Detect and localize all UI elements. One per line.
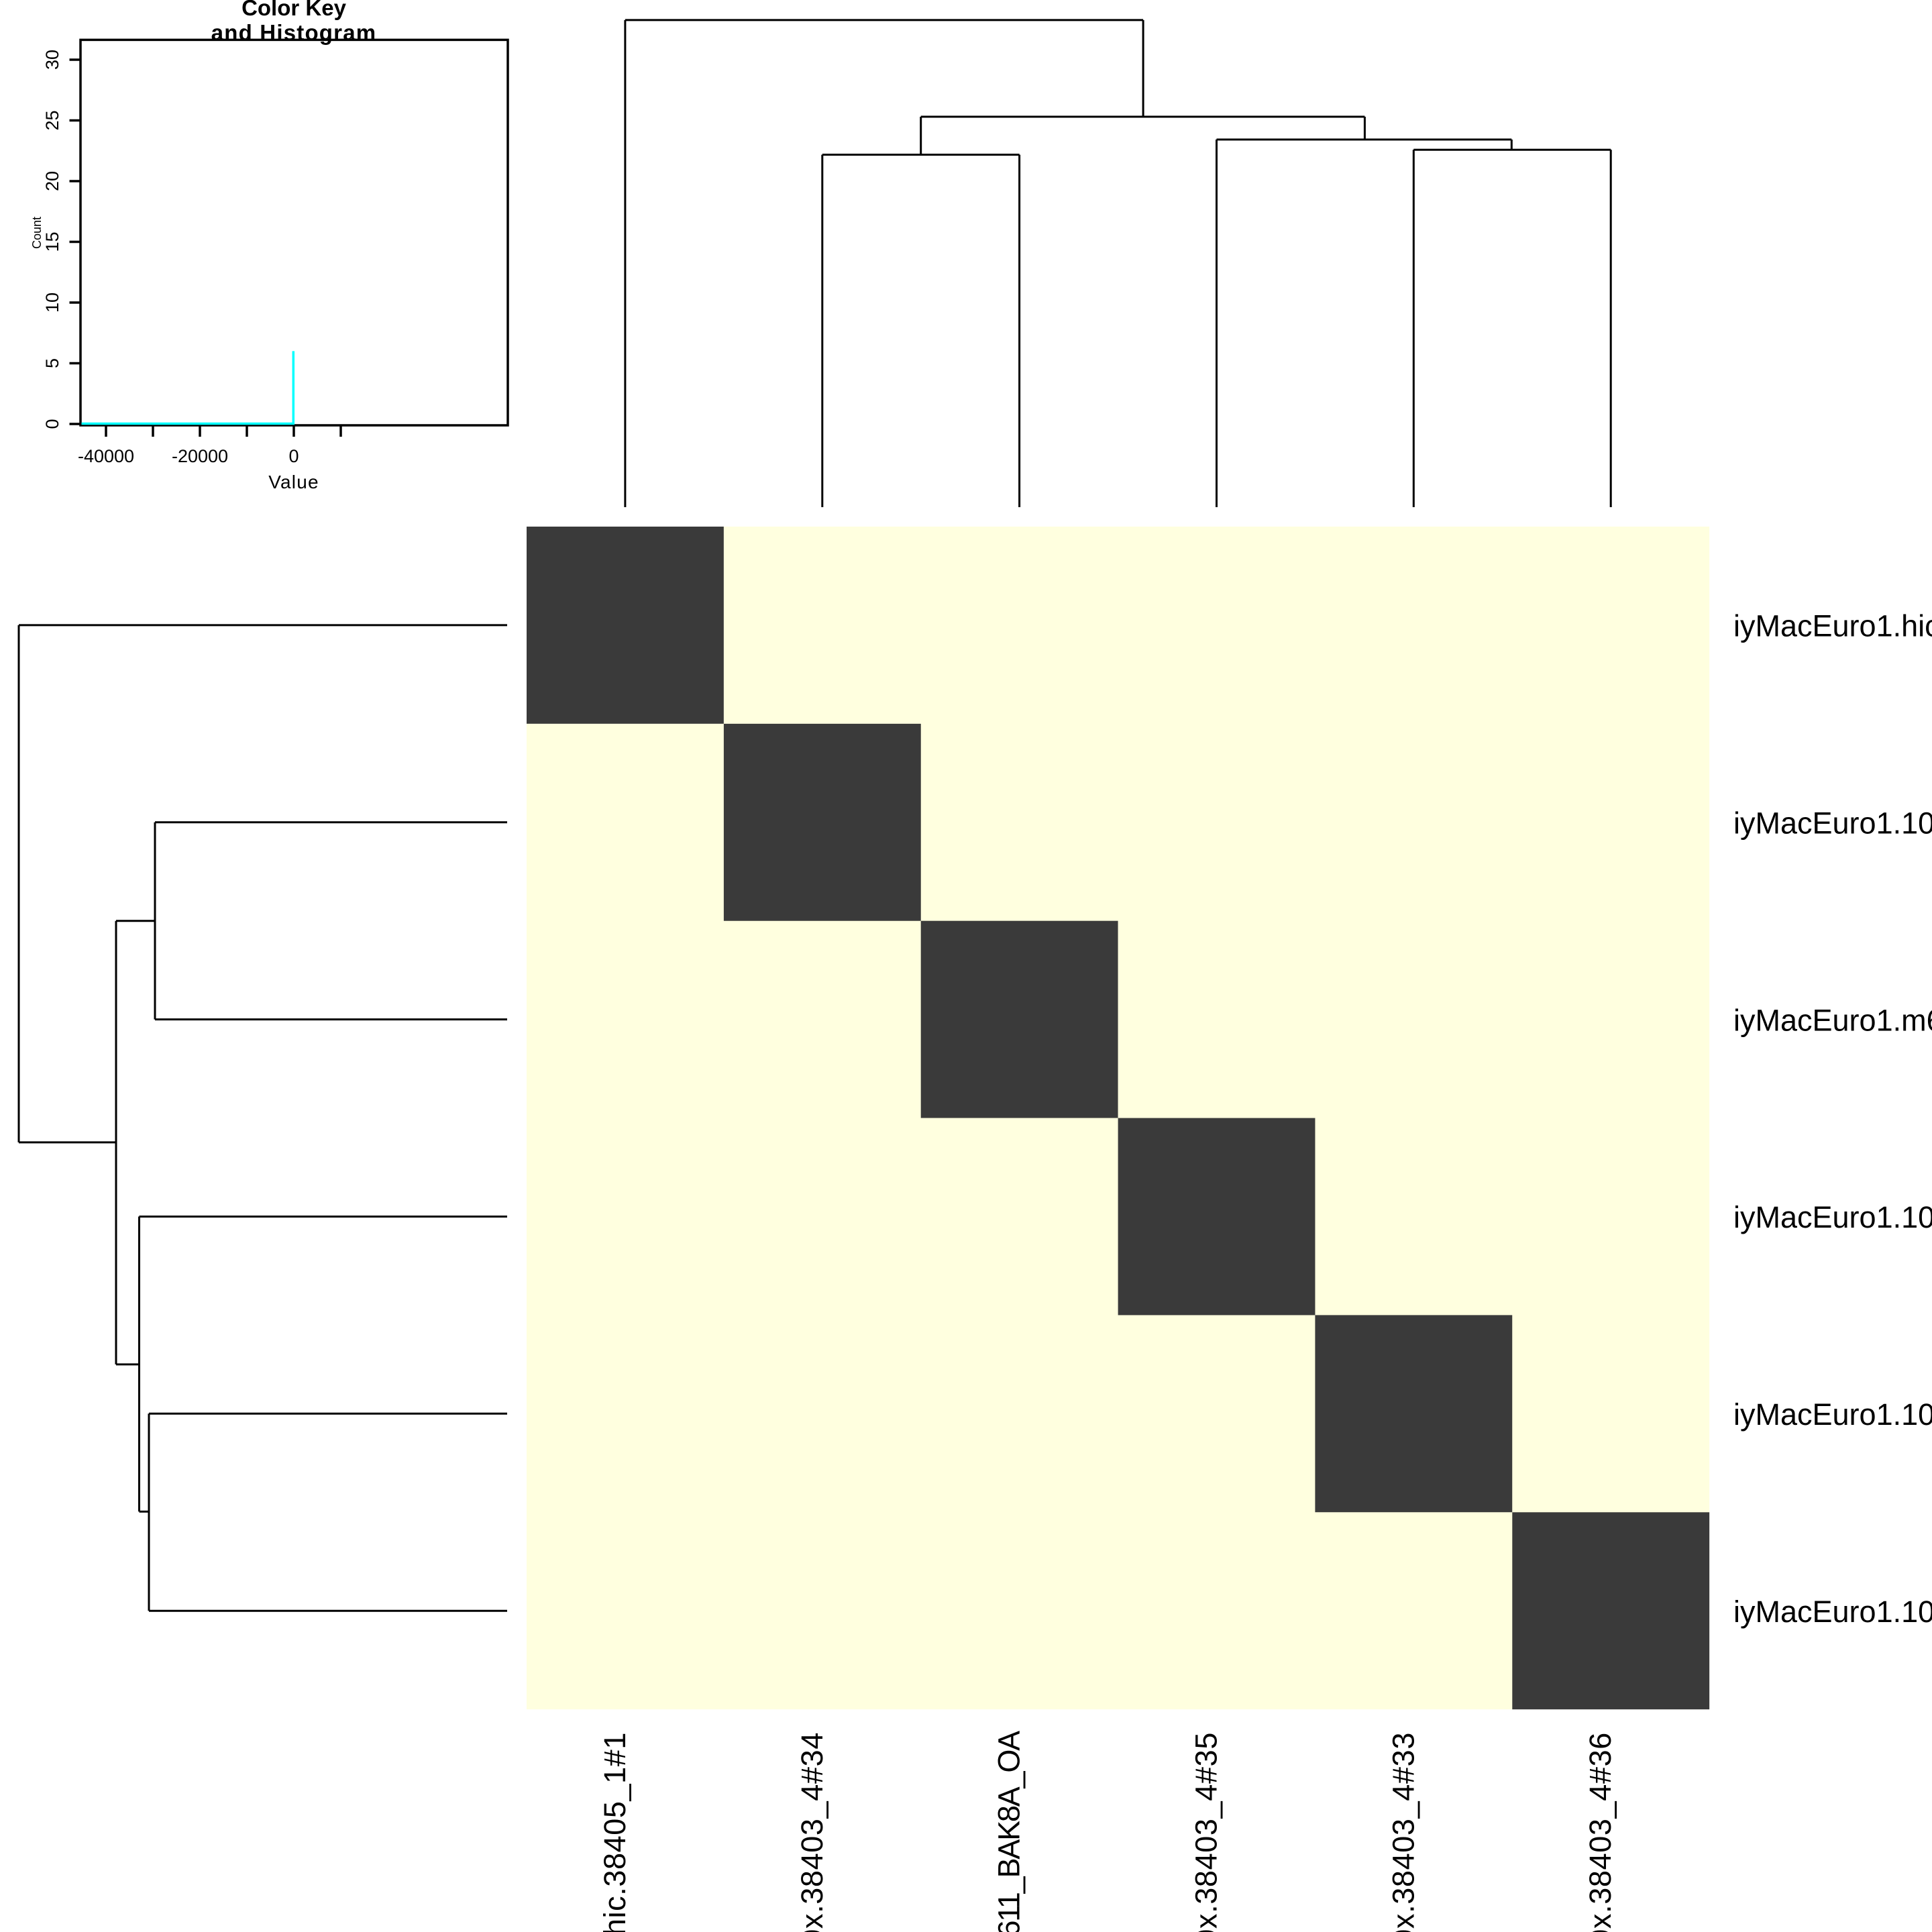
svg-text:iyMacEuro1.10x.38403_4#36: iyMacEuro1.10x.38403_4#36 [1583, 1732, 1617, 1932]
svg-text:iyMacEuro1.10x.38403_4#34: iyMacEuro1.10x.38403_4#34 [1733, 806, 1932, 841]
svg-text:iyMacEuro1.10x.38403_4#35: iyMacEuro1.10x.38403_4#35 [1189, 1732, 1224, 1932]
svg-text:iyMacEuro1.hic.38405_1#1: iyMacEuro1.hic.38405_1#1 [598, 1732, 632, 1932]
svg-text:Count: Count [30, 217, 44, 249]
svg-text:iyMacEuro1.m611_BAK8A_OA: iyMacEuro1.m611_BAK8A_OA [992, 1731, 1026, 1932]
svg-text:and Histogram: and Histogram [211, 20, 377, 45]
svg-text:5: 5 [42, 358, 62, 368]
svg-text:10: 10 [42, 292, 62, 313]
svg-text:-20000: -20000 [172, 446, 228, 466]
svg-text:iyMacEuro1.m611_BAK8A_OA: iyMacEuro1.m611_BAK8A_OA [1733, 1003, 1932, 1037]
svg-text:0: 0 [42, 419, 62, 429]
svg-text:Color Key: Color Key [241, 0, 347, 20]
svg-text:30: 30 [42, 50, 62, 70]
svg-text:20: 20 [42, 171, 62, 191]
svg-text:iyMacEuro1.10x.38403_4#33: iyMacEuro1.10x.38403_4#33 [1733, 1397, 1932, 1432]
svg-text:iyMacEuro1.hic.38405_1#1: iyMacEuro1.hic.38405_1#1 [1733, 609, 1932, 643]
svg-text:0: 0 [288, 446, 299, 466]
svg-text:iyMacEuro1.10x.38403_4#33: iyMacEuro1.10x.38403_4#33 [1386, 1732, 1420, 1932]
svg-text:Value: Value [268, 472, 319, 492]
svg-text:15: 15 [42, 231, 62, 252]
svg-text:iyMacEuro1.10x.38403_4#34: iyMacEuro1.10x.38403_4#34 [795, 1732, 829, 1932]
svg-text:25: 25 [42, 110, 62, 130]
svg-text:iyMacEuro1.10x.38403_4#35: iyMacEuro1.10x.38403_4#35 [1733, 1200, 1932, 1234]
svg-text:-40000: -40000 [78, 446, 134, 466]
svg-text:iyMacEuro1.10x.38403_4#36: iyMacEuro1.10x.38403_4#36 [1733, 1595, 1932, 1629]
